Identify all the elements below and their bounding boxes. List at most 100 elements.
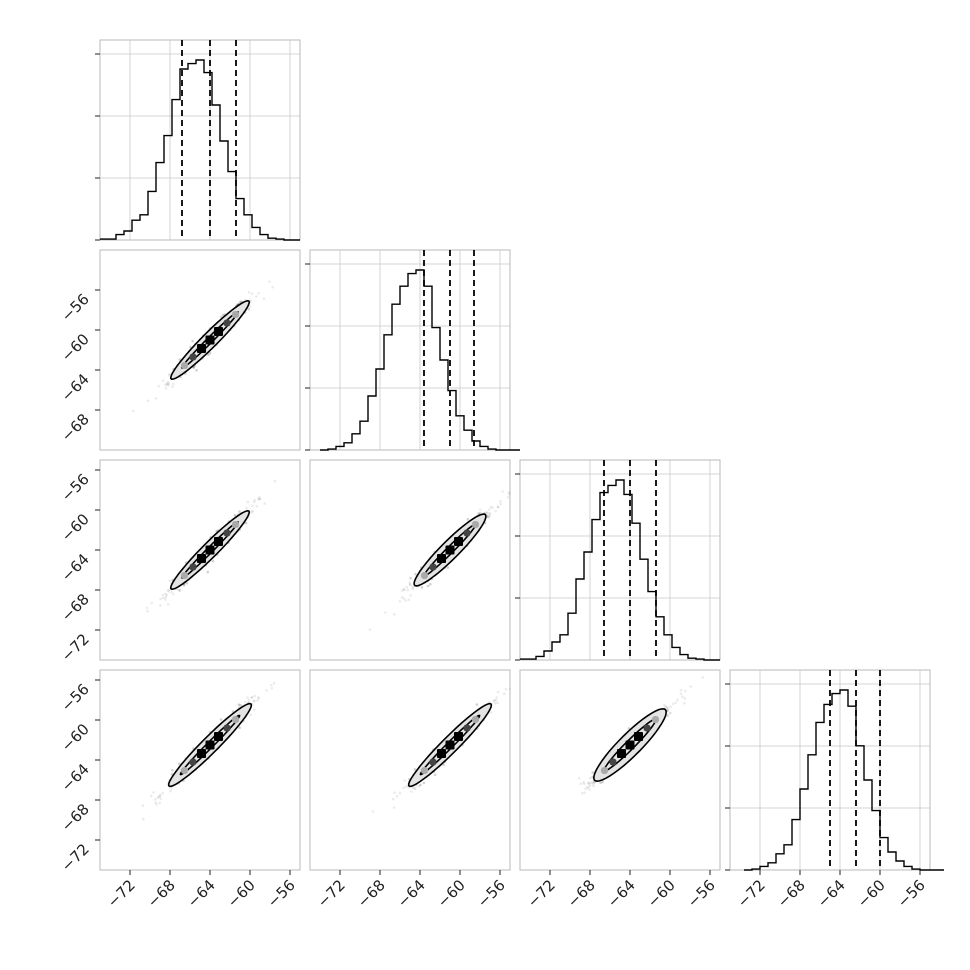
- scatter-point: [668, 712, 671, 715]
- scatter-point: [402, 588, 406, 591]
- density-cell: [463, 724, 471, 732]
- scatter-point: [499, 502, 503, 506]
- scatter-point: [590, 781, 593, 785]
- scatter-point: [504, 688, 508, 691]
- scatter-point: [157, 384, 160, 388]
- y-tick-label: −64: [58, 370, 93, 405]
- scatter-point: [158, 795, 162, 798]
- contour-outer: [169, 299, 251, 381]
- density-cell: [437, 554, 446, 563]
- scatter-point: [159, 604, 162, 607]
- pair-content: [132, 280, 275, 413]
- scatter-point: [247, 698, 251, 702]
- scatter-point: [170, 590, 173, 594]
- scatter-point: [251, 510, 254, 514]
- scatter-point: [577, 776, 581, 780]
- panel-frame: [309, 669, 511, 871]
- histogram-step: [320, 269, 520, 451]
- scatter-point: [154, 798, 157, 801]
- scatter-point: [208, 351, 212, 355]
- x-tick-label: −68: [774, 876, 809, 911]
- panel-frame: [519, 459, 721, 661]
- scatter-point: [494, 509, 498, 513]
- scatter-point: [152, 791, 155, 794]
- density-cell: [214, 327, 223, 336]
- scatter-point: [488, 512, 492, 516]
- y-tick-label: −56: [58, 290, 93, 325]
- hist-panel-2: [305, 249, 520, 451]
- scatter-point: [141, 804, 145, 807]
- scatter-point: [169, 789, 172, 793]
- scatter-point: [414, 572, 417, 576]
- density-cell: [232, 521, 239, 528]
- scatter-point: [665, 706, 669, 709]
- scatter-point: [413, 768, 417, 771]
- scatter-point: [211, 559, 215, 563]
- scatter-point: [164, 386, 168, 390]
- scatter-point: [679, 688, 683, 692]
- scatter-point: [244, 701, 247, 704]
- histogram-step: [744, 689, 944, 871]
- scatter-point: [154, 397, 158, 400]
- density-cell: [197, 344, 206, 353]
- scatter-point: [683, 701, 686, 705]
- scatter-point: [252, 699, 255, 703]
- scatter-point: [591, 780, 594, 784]
- scatter-point: [591, 771, 594, 774]
- scatter-point: [384, 611, 387, 614]
- scatter-point: [507, 491, 510, 494]
- density-cell: [421, 572, 428, 579]
- density-cell: [197, 749, 206, 758]
- scatter-point: [167, 382, 170, 385]
- scatter-point: [409, 577, 412, 580]
- scatter-point: [406, 588, 410, 592]
- scatter-point: [158, 801, 161, 805]
- density-cell: [205, 335, 215, 345]
- scatter-point: [592, 782, 595, 786]
- scatter-point: [164, 596, 167, 599]
- y-tick-label: −60: [58, 330, 93, 365]
- scatter-point: [583, 791, 586, 794]
- scatter-point: [265, 689, 268, 692]
- scatter-point: [666, 709, 670, 712]
- scatter-point: [415, 784, 419, 787]
- scatter-point: [142, 817, 145, 821]
- scatter-point: [195, 368, 198, 372]
- contour-outer: [167, 702, 253, 788]
- scatter-point: [701, 676, 704, 679]
- scatter-point: [586, 785, 589, 789]
- pair-panel-2-3: [309, 459, 511, 661]
- scatter-point: [262, 297, 266, 300]
- density-cell: [223, 724, 231, 732]
- histogram-step: [520, 479, 720, 661]
- scatter-point: [601, 780, 604, 784]
- scatter-point: [154, 801, 157, 804]
- density-cell: [445, 740, 455, 750]
- density-cell: [429, 563, 437, 571]
- scatter-point: [164, 592, 167, 596]
- scatter-point: [496, 701, 499, 705]
- scatter-point: [671, 702, 675, 706]
- panel-frame: [99, 39, 301, 241]
- scatter-point: [627, 727, 631, 730]
- scatter-point: [587, 781, 591, 784]
- panel-frame: [519, 669, 721, 871]
- hist-panel-3: [515, 459, 721, 661]
- y-tick-label: −68: [58, 410, 93, 445]
- scatter-point: [178, 358, 181, 361]
- scatter-point: [586, 786, 590, 790]
- scatter-point: [191, 339, 194, 343]
- density-cell: [609, 758, 617, 766]
- scatter-point: [426, 584, 430, 588]
- density-cell: [454, 537, 463, 546]
- scatter-point: [579, 782, 583, 786]
- scatter-point: [400, 596, 404, 599]
- scatter-point: [166, 603, 170, 606]
- y-tick-label: −56: [58, 470, 93, 505]
- scatter-point: [253, 499, 256, 502]
- scatter-point: [410, 790, 413, 793]
- scatter-point: [257, 696, 260, 699]
- scatter-point: [478, 511, 482, 515]
- scatter-point: [255, 295, 258, 298]
- scatter-point: [403, 779, 407, 782]
